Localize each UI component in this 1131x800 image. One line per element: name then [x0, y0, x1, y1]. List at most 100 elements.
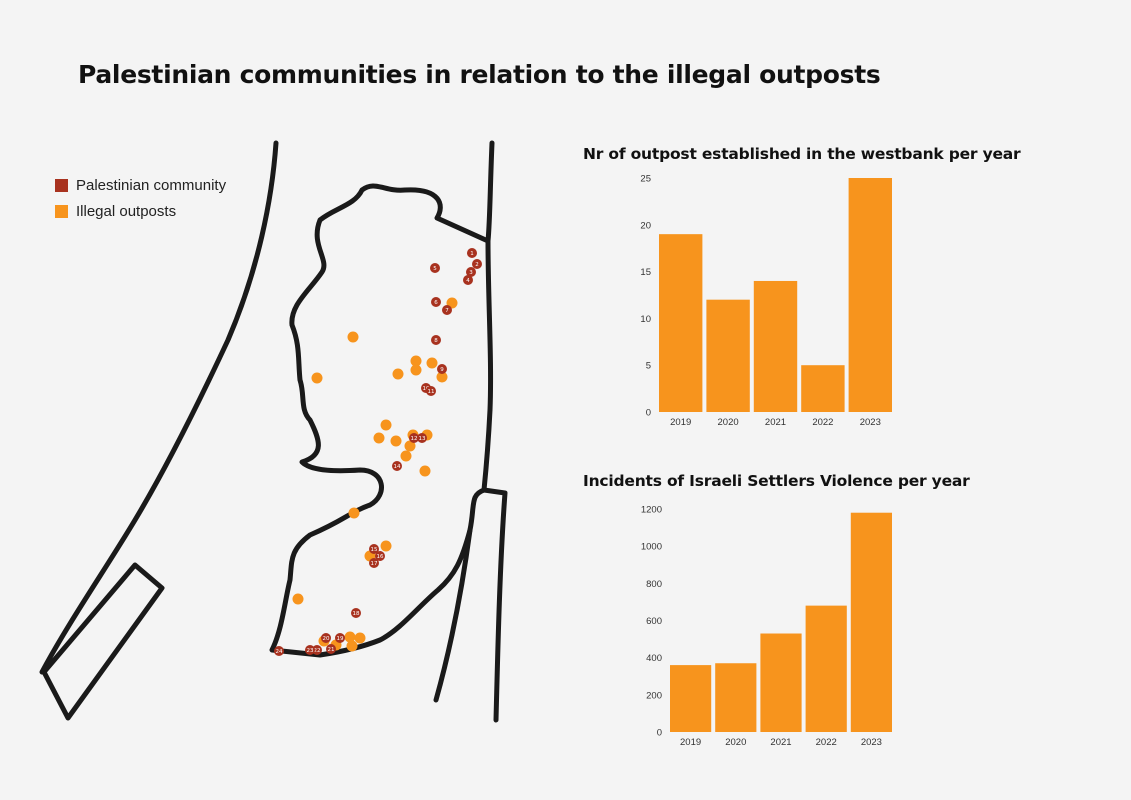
y-tick-label: 25 [640, 174, 651, 185]
community-number: 13 [419, 436, 426, 442]
community-marker: 23 [305, 645, 315, 655]
community-marker: 12 [409, 433, 419, 443]
bar-2023 [850, 512, 892, 732]
x-tick-label: 2020 [718, 417, 739, 428]
community-number: 2 [475, 262, 479, 268]
community-marker: 14 [392, 461, 402, 471]
y-tick-label: 600 [646, 616, 662, 627]
community-number: 5 [433, 266, 437, 272]
outposts-bar-chart: 0 5 10 15 20 25 2019 2020 2021 2022 2023 [640, 174, 892, 428]
outpost-marker [380, 419, 392, 431]
outpost-marker [347, 331, 359, 343]
community-number: 10 [423, 386, 430, 392]
community-number: 21 [328, 647, 335, 653]
violence-bar-chart: 0 200 400 600 800 1000 1200 2019 2020 2021 2022 202… [641, 505, 892, 748]
bar-2020 [715, 663, 757, 732]
community-marker: 2 [472, 259, 482, 269]
community-marker: 6 [431, 297, 441, 307]
community-marker: 13 [417, 433, 427, 443]
x-tick-label: 2019 [670, 417, 691, 428]
chart-title-violence: Incidents of Israeli Settlers Violence p… [583, 472, 970, 490]
outpost-marker [436, 371, 448, 383]
gaza-outline [41, 562, 165, 721]
bar-2023 [848, 178, 892, 412]
community-marker: 11 [426, 386, 436, 396]
map-legend: Palestinian community Illegal outposts [55, 172, 226, 224]
y-tick-label: 1000 [641, 542, 662, 553]
community-marker: 5 [430, 263, 440, 273]
community-number: 24 [276, 649, 283, 655]
community-number: 7 [445, 308, 449, 314]
bar-2022 [801, 365, 845, 412]
community-swatch [55, 178, 68, 192]
outpost-marker [292, 593, 304, 605]
community-number: 19 [337, 636, 344, 642]
community-number: 16 [377, 554, 384, 560]
community-marker: 16 [375, 551, 385, 561]
community-marker: 15 [369, 544, 379, 554]
community-number: 20 [323, 636, 330, 642]
bar-2019 [659, 234, 703, 412]
outpost-marker [392, 368, 404, 380]
outpost-marker [373, 432, 385, 444]
outpost-marker [410, 364, 422, 376]
x-tick-label: 2022 [816, 737, 837, 748]
community-marker: 24 [274, 646, 284, 656]
community-marker: 20 [321, 633, 331, 643]
y-tick-label: 0 [646, 408, 651, 419]
y-tick-label: 200 [646, 690, 662, 701]
jordan-river [481, 140, 495, 493]
community-marker: 18 [351, 608, 361, 618]
community-number: 17 [371, 561, 378, 567]
community-marker: 7 [442, 305, 452, 315]
westbank-outline [269, 183, 491, 658]
outpost-marker [404, 440, 416, 452]
x-tick-label: 2023 [860, 417, 881, 428]
x-tick-label: 2023 [861, 737, 882, 748]
y-tick-label: 1200 [641, 505, 662, 516]
bar-2021 [753, 280, 798, 412]
community-number: 15 [371, 547, 378, 553]
community-number: 1 [470, 251, 474, 257]
community-number: 18 [353, 611, 360, 617]
x-tick-label: 2019 [680, 737, 701, 748]
community-marker: 3 [466, 267, 476, 277]
outpost-marker [426, 357, 438, 369]
y-tick-label: 800 [646, 579, 662, 590]
legend-label-outpost: Illegal outposts [76, 202, 177, 220]
community-marker: 8 [431, 335, 441, 345]
x-tick-label: 2021 [765, 417, 786, 428]
bar-2020 [706, 299, 750, 412]
outpost-marker [400, 450, 412, 462]
community-number: 23 [307, 648, 314, 654]
outpost-marker [311, 372, 323, 384]
community-number: 22 [314, 648, 321, 654]
community-number: 9 [440, 367, 444, 373]
outpost-marker [419, 465, 431, 477]
community-marker: 22 [312, 645, 322, 655]
community-number: 4 [466, 278, 470, 284]
legend-label-community: Palestinian community [76, 176, 227, 194]
outpost-marker [410, 355, 422, 367]
community-number: 11 [428, 389, 435, 395]
chart-title-outposts: Nr of outpost established in the westban… [583, 145, 1021, 163]
x-tick-label: 2021 [770, 737, 791, 748]
community-marker: 9 [437, 364, 447, 374]
y-tick-label: 20 [640, 220, 651, 231]
community-marker: 19 [335, 633, 345, 643]
y-tick-label: 400 [646, 653, 662, 664]
dead-sea-west [433, 527, 473, 703]
community-marker: 17 [369, 558, 379, 568]
outpost-marker [344, 631, 356, 643]
community-number: 3 [469, 270, 473, 276]
bar-2022 [805, 605, 847, 732]
community-number: 6 [434, 300, 438, 306]
legend-item-community: Palestinian community [55, 172, 226, 198]
outpost-marker [354, 632, 366, 644]
y-tick-label: 15 [640, 267, 651, 278]
community-marker: 4 [463, 275, 473, 285]
bar-2019 [670, 665, 712, 732]
y-tick-label: 10 [640, 314, 651, 325]
outpost-marker [380, 540, 392, 552]
